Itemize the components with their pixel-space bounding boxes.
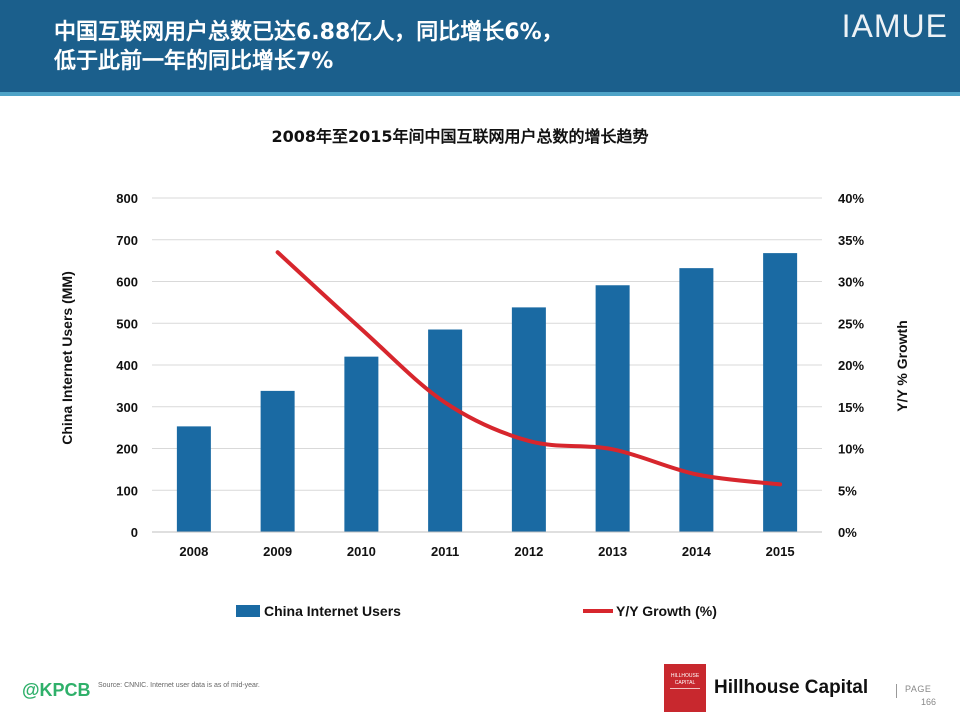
y2-axis-label: Y/Y % Growth	[894, 320, 910, 412]
x-tick-label: 2011	[431, 544, 459, 559]
x-tick-label: 2009	[263, 544, 292, 559]
y-tick-label: 700	[116, 233, 138, 248]
y-tick-label: 200	[116, 442, 138, 457]
bar-2014	[679, 268, 714, 532]
bar-2008	[176, 426, 211, 532]
axes: 0 100 200 300 400 500 600 700 800 0% 5% 10% 15% 20% 25…	[116, 191, 864, 559]
page-separator	[896, 684, 897, 698]
header-banner: 中国互联网用户总数已达6.88亿人，同比增长6%， 低于此前一年的同比增长7% …	[0, 0, 960, 92]
bar-2011	[428, 329, 463, 532]
hillhouse-logo: HILLHOUSE CAPITAL	[664, 664, 706, 712]
y2-tick-label: 30%	[838, 275, 864, 290]
internet-users-chart: 2008年至2015年间中国互联网用户总数的增长趋势 0 100 200 300 400…	[59, 127, 910, 619]
gridlines	[152, 197, 822, 491]
line-series	[275, 250, 783, 487]
bar-series	[176, 253, 798, 533]
y2-tick-label: 0%	[838, 525, 857, 540]
header-divider	[0, 92, 960, 96]
headline-line-2: 低于此前一年的同比增长7%	[54, 49, 334, 74]
bar-2012	[511, 307, 546, 532]
chart-title: 2008年至2015年间中国互联网用户总数的增长趋势	[271, 127, 648, 146]
x-tick-label: 2008	[179, 544, 208, 559]
y-axis-label: China Internet Users (MM)	[59, 271, 75, 444]
brand-watermark: IAMUE	[841, 8, 948, 44]
x-tick-label: 2015	[766, 544, 795, 559]
bar-2009	[260, 390, 295, 532]
hillhouse-name: Hillhouse Capital	[714, 677, 869, 698]
x-tick-label: 2010	[347, 544, 376, 559]
hillhouse-logo-line-1: HILLHOUSE	[670, 673, 700, 679]
x-tick-label: 2014	[682, 544, 712, 559]
y-tick-label: 600	[116, 275, 138, 290]
y2-tick-label: 40%	[838, 191, 864, 206]
bar-2015	[763, 253, 798, 533]
legend-swatch-users	[236, 605, 260, 617]
page-headline: 中国互联网用户总数已达6.88亿人，同比增长6%， 低于此前一年的同比增长7%	[54, 18, 774, 76]
source-note: Source: CNNIC. Internet user data is as …	[98, 682, 260, 689]
growth-line	[275, 250, 783, 487]
y-tick-label: 300	[116, 400, 138, 415]
legend-label-growth: Y/Y Growth (%)	[616, 603, 717, 619]
page-label: PAGE	[905, 684, 932, 694]
y2-tick-label: 10%	[838, 442, 864, 457]
y-tick-label: 400	[116, 358, 138, 373]
y-tick-label: 500	[116, 316, 138, 331]
y2-tick-label: 25%	[838, 316, 864, 331]
logo-rule	[670, 688, 700, 689]
x-tick-label: 2012	[514, 544, 543, 559]
page-number: 166	[921, 697, 937, 707]
kpcb-logo: @KPCB	[22, 680, 91, 700]
y2-tick-label: 20%	[838, 358, 864, 373]
x-tick-label: 2013	[598, 544, 627, 559]
y-tick-label: 800	[116, 191, 138, 206]
y2-tick-label: 35%	[838, 233, 864, 248]
legend-label-users: China Internet Users	[264, 603, 401, 619]
bar-2010	[344, 356, 379, 532]
legend: China Internet Users Y/Y Growth (%)	[236, 603, 717, 619]
y2-tick-label: 5%	[838, 483, 857, 498]
y2-tick-label: 15%	[838, 400, 864, 415]
hillhouse-logo-line-2: CAPITAL	[674, 680, 696, 686]
bar-2013	[595, 285, 630, 532]
headline-line-1: 中国互联网用户总数已达6.88亿人，同比增长6%，	[54, 20, 564, 45]
y-tick-label: 100	[116, 483, 138, 498]
y-tick-label: 0	[131, 525, 138, 540]
